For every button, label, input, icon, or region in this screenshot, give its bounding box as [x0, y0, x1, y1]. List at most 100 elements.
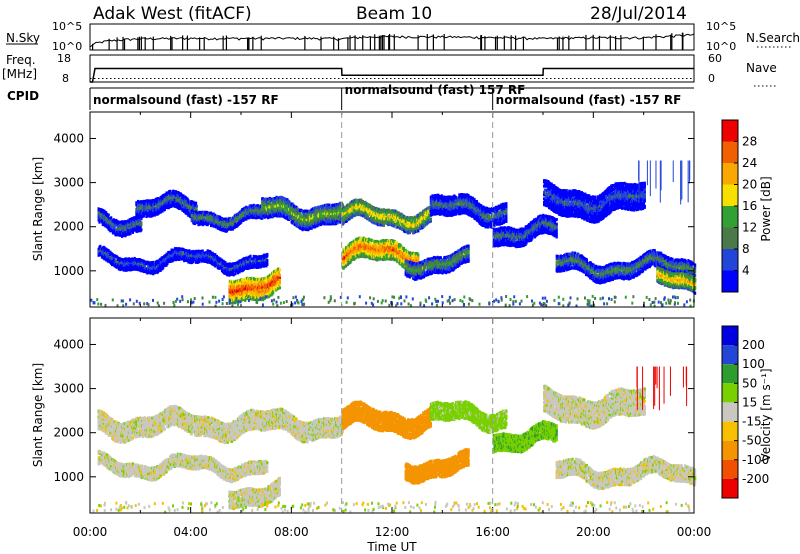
range-cell: [146, 207, 149, 211]
range-cell: [120, 223, 123, 227]
range-cell: [271, 209, 274, 213]
range-cell: [99, 244, 102, 248]
range-cell: [180, 193, 183, 197]
range-cell: [314, 206, 317, 210]
range-cell: [210, 214, 213, 218]
range-cell: [113, 224, 116, 228]
nsky-panel: N.Sky 10^5 10^0 10^5 10^0 N.Search: [6, 20, 800, 53]
range-cell: [140, 228, 143, 232]
range-cell: [142, 214, 146, 218]
range-cell: [308, 213, 311, 217]
range-cell: [273, 214, 276, 218]
range-cell: [245, 205, 248, 209]
range-cell: [268, 215, 271, 219]
range-cell: [220, 225, 224, 229]
range-cell: [209, 221, 212, 225]
range-cell: [173, 198, 177, 202]
range-cell: [184, 198, 187, 201]
range-cell: [320, 205, 323, 208]
range-cell: [234, 217, 237, 221]
range-cell: [210, 211, 213, 215]
range-cell: [320, 214, 323, 218]
cpid-segment-label: normalsound (fast) -157 RF: [496, 93, 682, 107]
range-cell: [328, 212, 331, 215]
range-cell: [153, 209, 156, 213]
nsearch-tick-high: 10^5: [706, 20, 736, 33]
range-cell: [266, 259, 269, 262]
range-cell: [240, 220, 243, 224]
range-cell: [181, 206, 184, 210]
range-cell: [282, 207, 286, 211]
range-cell: [164, 196, 167, 200]
range-cell: [196, 219, 199, 223]
range-cell: [129, 232, 132, 236]
range-cell: [312, 209, 315, 213]
range-cell: [168, 189, 172, 193]
range-cell: [157, 209, 160, 213]
range-cell: [187, 203, 190, 207]
range-cell: [272, 197, 275, 201]
range-cell: [152, 205, 156, 209]
range-cell: [125, 223, 128, 227]
range-cell: [417, 253, 420, 257]
nave-label: Nave: [746, 61, 777, 75]
range-cell: [109, 221, 112, 225]
range-cell: [221, 223, 224, 227]
range-cell: [113, 226, 116, 229]
range-cell: [318, 205, 321, 209]
range-cell: [325, 219, 328, 223]
range-cell: [225, 223, 228, 227]
range-cell: [317, 223, 320, 227]
nsky-tick-high: 10^5: [52, 20, 82, 33]
range-cell: [137, 219, 140, 223]
range-cell: [157, 202, 161, 206]
range-cell: [179, 207, 182, 211]
cpid-label: CPID: [7, 89, 39, 103]
range-cell: [110, 229, 113, 232]
range-cell: [127, 232, 130, 236]
range-cell: [182, 194, 185, 198]
range-cell: [278, 281, 281, 284]
nsky-label: N.Sky: [6, 31, 40, 45]
range-cell: [258, 210, 261, 214]
range-cell: [251, 214, 254, 217]
freq-panel: Freq. [MHz] 18 8 60 0 Nave: [2, 52, 778, 87]
range-cell: [234, 222, 237, 226]
range-cell: [249, 254, 252, 258]
range-cell: [211, 222, 214, 226]
range-cell: [216, 220, 219, 224]
range-cell: [288, 214, 291, 218]
range-cell: [145, 210, 148, 214]
range-cell: [241, 210, 244, 214]
range-cell: [143, 200, 146, 203]
range-cell: [107, 213, 110, 217]
range-cell: [105, 211, 108, 215]
freq-label: Freq.: [6, 53, 36, 67]
range-cell: [168, 198, 171, 202]
range-cell: [206, 223, 209, 227]
range-cell: [298, 220, 301, 224]
range-cell: [191, 214, 194, 218]
range-cell: [135, 201, 138, 205]
range-cell: [191, 209, 194, 213]
range-cell: [193, 201, 196, 205]
range-cell: [110, 227, 113, 231]
range-cell: [140, 217, 143, 221]
range-cell: [142, 212, 145, 216]
range-cell: [278, 286, 281, 290]
range-cell: [181, 198, 184, 202]
range-cell: [195, 208, 198, 212]
range-cell: [278, 273, 281, 277]
range-cell: [245, 217, 248, 221]
nsky-series: [89, 32, 695, 50]
range-cell: [110, 224, 113, 228]
range-cell: [158, 204, 161, 208]
range-cell: [173, 190, 176, 194]
range-cell: [153, 202, 156, 206]
range-cell: [298, 210, 302, 214]
range-cell: [143, 204, 146, 208]
range-cell: [206, 211, 209, 215]
range-cell: [204, 219, 207, 223]
